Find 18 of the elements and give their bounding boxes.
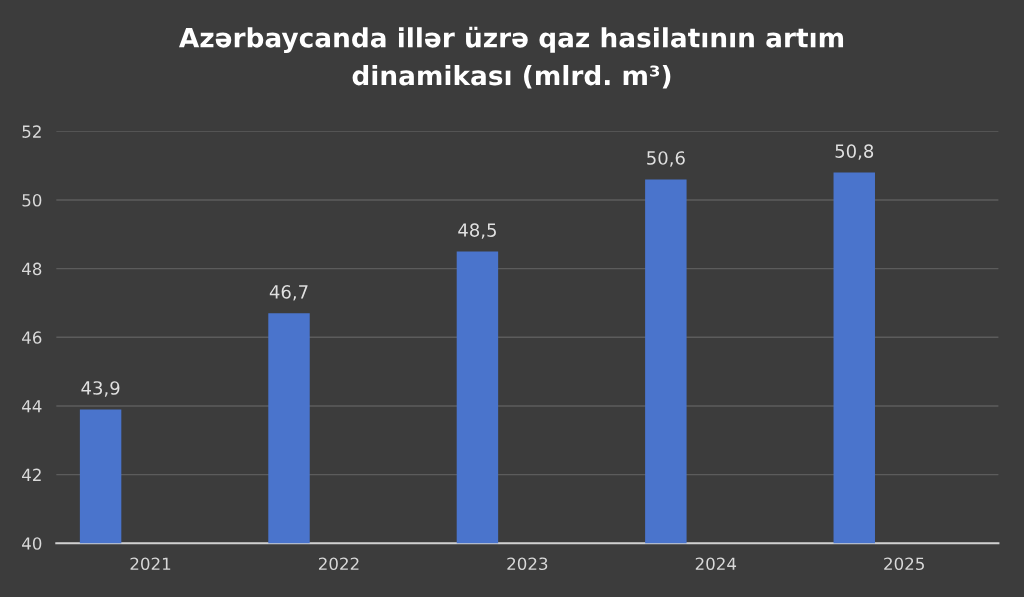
x-tick-label: 2025	[884, 557, 924, 571]
x-tick-label: 2024	[695, 557, 737, 571]
y-tick-label: 44	[22, 400, 42, 413]
y-tick-label: 52	[22, 125, 41, 138]
data-label: 43,9	[81, 381, 120, 397]
x-tick-label: 2022	[318, 557, 359, 571]
data-label: 50,8	[835, 144, 874, 160]
data-label: 48,5	[458, 223, 496, 239]
y-tick-label: 48	[22, 262, 42, 276]
x-tick-label: 2023	[507, 557, 548, 571]
y-tick-label: 46	[22, 331, 42, 344]
chart-title: Azərbaycanda illər üzrə qaz hasilatının artım dinamikası (mlrd. m³)	[179, 26, 844, 89]
data-label: 46,7	[269, 285, 308, 301]
data-label: 50,6	[647, 151, 685, 167]
y-tick-label: 50	[22, 193, 42, 207]
y-tick-label: 42	[22, 468, 41, 481]
x-tick-label: 2021	[130, 557, 171, 571]
y-tick-label: 40	[22, 537, 42, 550]
